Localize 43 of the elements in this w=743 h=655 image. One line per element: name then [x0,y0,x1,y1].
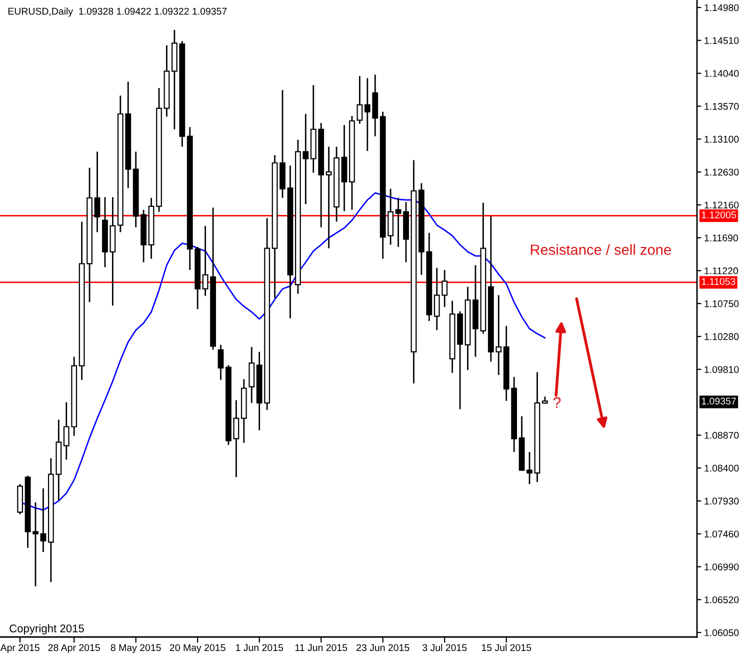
candlestick [218,344,224,381]
x-tick-label: 8 May 2015 [110,644,161,654]
text: 1.09357 [702,398,736,405]
candlestick [356,75,363,124]
x-tick-label: 1 Jun 2015 [236,644,283,652]
y-tick-label: 1.08870 [704,432,739,439]
y-tick-label: 1.13570 [704,102,739,110]
candlestick [40,488,46,553]
y-tick-label: 1.12630 [704,168,739,176]
y-tick-label: 1.11690 [704,234,738,242]
y-tick-label: 1.13100 [704,136,739,143]
y-tick-label: 1.14040 [704,70,739,77]
y-tick-label: 1.09810 [704,366,739,373]
y-tick-label: 1.10280 [704,333,739,340]
y-tick-label: 1.08400 [704,464,739,472]
x-tick-label: 11 Jun 2015 [295,644,348,652]
y-tick-label: 1.07930 [704,498,739,505]
x-tick-label: 20 May 2015 [170,644,226,654]
candlestick [94,150,100,233]
candlestick [248,346,255,404]
x-tick-label: 3 Jul 2015 [422,644,467,652]
candlestick [32,502,38,588]
ref-line-label: 1.11053 [702,278,736,285]
y-tick-label: 1.06990 [704,563,739,570]
ref-line-label: 1.12005 [702,211,736,218]
y-tick-label: 1.06050 [704,629,739,636]
y-tick-label: 1.11220 [704,267,738,274]
y-tick-label: 1.12160 [704,202,739,208]
x-tick-label: Apr 2015 [0,644,40,654]
x-tick-label: 23 Jun 2015 [356,644,410,652]
x-tick-label: 28 Apr 2015 [48,644,100,654]
y-tick-label: 1.14510 [704,37,739,44]
text: ? [553,397,561,408]
annotation: Resistance / sell zone [530,244,671,255]
y-tick-label: 1.10750 [704,300,739,308]
candlestick [395,197,402,248]
y-tick-label: 1.07460 [704,530,739,538]
text: EURUSD,Daily 1.09328 1.09422 1.09322 1.09357 [8,8,227,17]
y-tick-label: 1.14980 [704,4,739,12]
y-tick-label: 1.06520 [704,596,739,604]
x-tick-label: 15 Jul 2015 [482,644,532,652]
candlestick [526,451,532,485]
annotation: Copyright 2015 [10,624,84,635]
